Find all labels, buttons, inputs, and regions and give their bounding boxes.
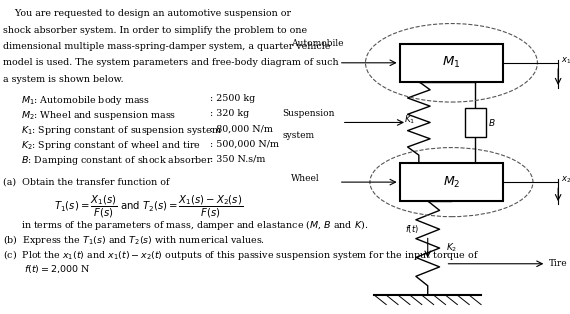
Text: shock absorber system. In order to simplify the problem to one: shock absorber system. In order to simpl…: [3, 26, 307, 35]
Text: (c)  Plot the $x_1(t)$ and $x_1(t) - x_2(t)$ outputs of this passive suspension : (c) Plot the $x_1(t)$ and $x_1(t) - x_2(…: [3, 248, 479, 262]
Text: Wheel: Wheel: [291, 175, 320, 183]
Text: in terms of the parameters of mass, damper and elastance ($M$, $B$ and $K$).: in terms of the parameters of mass, damp…: [21, 218, 368, 232]
Text: $T_1(s) = \dfrac{X_1(s)}{F(s)}$ and $T_2(s) = \dfrac{X_1(s)-X_2(s)}{F(s)}$: $T_1(s) = \dfrac{X_1(s)}{F(s)}$ and $T_2…: [54, 194, 243, 220]
Text: a system is shown below.: a system is shown below.: [3, 75, 124, 84]
Text: $K_1$: $K_1$: [405, 113, 416, 126]
Text: : 2500 kg: : 2500 kg: [210, 94, 256, 103]
Text: $K_2$: Spring constant of wheel and tire: $K_2$: Spring constant of wheel and tire: [21, 139, 201, 152]
Text: : 350 N.s/m: : 350 N.s/m: [210, 154, 266, 163]
Text: : 500,000 N/m: : 500,000 N/m: [210, 139, 279, 148]
Text: (b)  Express the $T_1(s)$ and $T_2(s)$ with numerical values.: (b) Express the $T_1(s)$ and $T_2(s)$ wi…: [3, 233, 265, 247]
Text: : 80,000 N/m: : 80,000 N/m: [210, 124, 274, 133]
Text: Tire: Tire: [549, 259, 568, 268]
Text: $M_1$: Automobile body mass: $M_1$: Automobile body mass: [21, 94, 150, 107]
Bar: [400, 44, 503, 82]
Text: $B$: Damping constant of shock absorber: $B$: Damping constant of shock absorber: [21, 154, 213, 167]
Text: system: system: [283, 131, 315, 139]
Text: $x_1(t)$: $x_1(t)$: [561, 53, 570, 66]
Text: dimensional multiple mass-spring-damper system, a quarter vehicle: dimensional multiple mass-spring-damper …: [3, 42, 331, 51]
Text: : 320 kg: : 320 kg: [210, 109, 250, 118]
Text: Suspension: Suspension: [283, 109, 335, 117]
Text: $M_1$: $M_1$: [442, 55, 461, 70]
Text: $M_2$: Wheel and suspension mass: $M_2$: Wheel and suspension mass: [21, 109, 176, 122]
Text: $f(t) = 2{,}000$ N: $f(t) = 2{,}000$ N: [3, 263, 91, 275]
Text: $K_2$: $K_2$: [446, 242, 457, 254]
Text: $M_2$: $M_2$: [443, 175, 460, 190]
Text: Automobile: Automobile: [291, 40, 344, 48]
Bar: [465, 108, 486, 137]
Text: model is used. The system parameters and free-body diagram of such: model is used. The system parameters and…: [3, 58, 339, 68]
Text: $K_1$: Spring constant of suspension system: $K_1$: Spring constant of suspension sys…: [21, 124, 222, 137]
Bar: [400, 163, 503, 201]
Text: $x_2(t)$: $x_2(t)$: [561, 173, 570, 185]
Text: $f(t)$: $f(t)$: [405, 223, 419, 235]
Text: (a)  Obtain the transfer function of: (a) Obtain the transfer function of: [3, 177, 169, 186]
Text: You are requested to design an automotive suspension or: You are requested to design an automotiv…: [3, 9, 291, 19]
Text: $B$: $B$: [488, 117, 496, 128]
